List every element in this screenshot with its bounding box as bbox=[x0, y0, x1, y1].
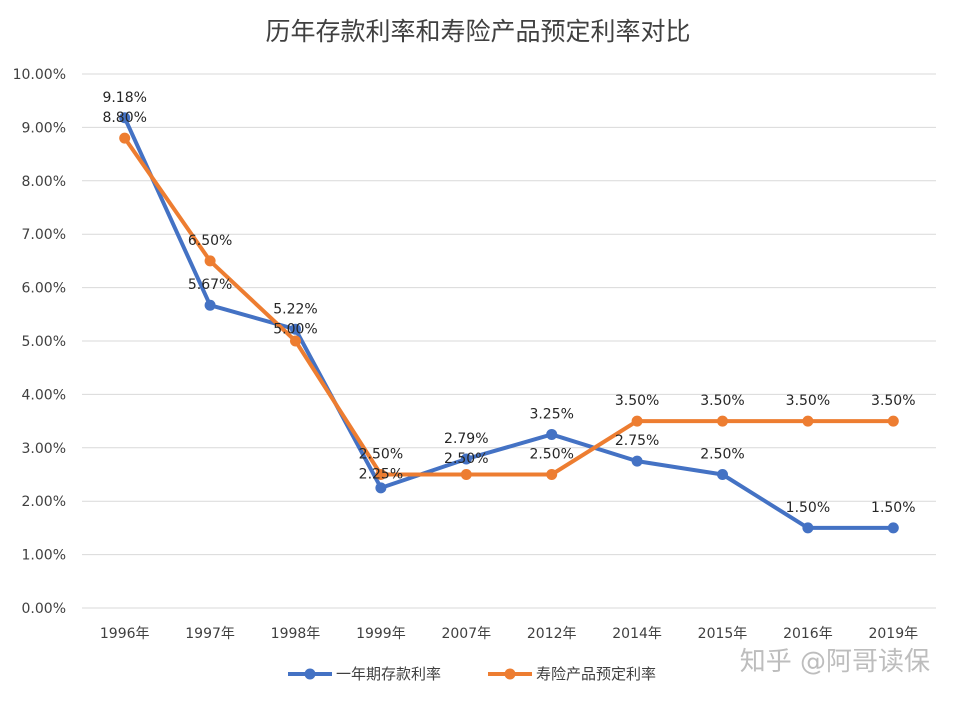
data-label: 5.00% bbox=[273, 321, 317, 337]
watermark: 知乎 @阿哥读保 bbox=[740, 647, 930, 677]
data-point bbox=[119, 112, 131, 124]
x-tick-label: 1997年 bbox=[185, 626, 235, 642]
legend-item: 寿险产品预定利率 bbox=[488, 665, 656, 683]
data-label: 3.25% bbox=[529, 406, 573, 422]
y-axis-ticks: 0.00% 1.00% 2.00% 3.00% 4.00% 5.00% 6.00% 7.00%… bbox=[13, 67, 66, 617]
data-point bbox=[717, 415, 728, 427]
x-tick-label: 2019年 bbox=[868, 626, 918, 642]
x-tick-label: 2015年 bbox=[698, 626, 748, 642]
data-label: 2.50% bbox=[359, 447, 403, 463]
data-point bbox=[460, 469, 472, 480]
data-label: 2.25% bbox=[359, 467, 403, 483]
data-label: 8.80% bbox=[102, 110, 146, 126]
data-point bbox=[717, 469, 728, 480]
y-tick-label: 2.00% bbox=[22, 494, 66, 510]
y-tick-label: 5.00% bbox=[22, 334, 66, 350]
y-tick-label: 6.00% bbox=[22, 281, 66, 297]
data-point bbox=[546, 469, 558, 480]
data-point bbox=[204, 299, 216, 311]
data-label: 2.79% bbox=[444, 431, 488, 447]
x-axis-ticks: 1996年 1997年 1998年 1999年 2007年 2012年 2014年 2015年… bbox=[100, 626, 918, 642]
data-labels: 9.18% 8.80% 5.67% 6.50% 5.22% 5.00% 2.25% 2.50%… bbox=[102, 90, 915, 516]
gridlines bbox=[82, 73, 936, 609]
data-label: 5.22% bbox=[273, 301, 317, 317]
data-label: 3.50% bbox=[615, 393, 659, 409]
data-point bbox=[887, 415, 899, 427]
data-point bbox=[802, 415, 814, 427]
series-1 bbox=[119, 112, 899, 534]
y-tick-label: 3.00% bbox=[22, 441, 66, 457]
x-tick-label: 1996年 bbox=[100, 626, 150, 642]
y-tick-label: 9.00% bbox=[22, 120, 66, 136]
series-line bbox=[122, 116, 894, 530]
data-label: 1.50% bbox=[786, 500, 830, 516]
series-lines bbox=[119, 112, 899, 534]
data-label: 5.67% bbox=[188, 277, 232, 293]
legend-marker bbox=[304, 668, 316, 680]
data-point bbox=[290, 323, 301, 335]
x-tick-label: 2016年 bbox=[783, 626, 833, 642]
data-point bbox=[802, 522, 814, 534]
data-label: 2.50% bbox=[444, 451, 488, 467]
data-label: 2.50% bbox=[529, 447, 573, 463]
x-tick-label: 2007年 bbox=[441, 626, 491, 642]
data-point bbox=[204, 255, 216, 267]
y-tick-label: 0.00% bbox=[22, 601, 66, 617]
legend: 一年期存款利率 寿险产品预定利率 bbox=[288, 665, 656, 683]
data-point bbox=[375, 482, 387, 494]
x-tick-label: 1999年 bbox=[356, 626, 406, 642]
chart-title: 历年存款利率和寿险产品预定利率对比 bbox=[265, 17, 690, 46]
series-line bbox=[123, 136, 894, 477]
data-point bbox=[119, 132, 131, 144]
legend-label: 寿险产品预定利率 bbox=[536, 665, 656, 683]
data-point bbox=[631, 415, 643, 427]
data-point bbox=[290, 335, 301, 347]
data-label: 9.18% bbox=[102, 90, 146, 106]
data-label: 2.75% bbox=[615, 433, 659, 449]
x-tick-label: 2014年 bbox=[612, 626, 662, 642]
x-tick-label: 1998年 bbox=[271, 626, 321, 642]
data-point bbox=[546, 428, 558, 440]
y-tick-label: 8.00% bbox=[22, 174, 66, 190]
data-label: 1.50% bbox=[871, 500, 915, 516]
series-2 bbox=[119, 132, 899, 480]
y-tick-label: 7.00% bbox=[22, 227, 66, 243]
y-tick-label: 1.00% bbox=[22, 548, 66, 564]
y-tick-label: 4.00% bbox=[22, 387, 66, 403]
data-point bbox=[460, 453, 472, 465]
legend-label: 一年期存款利率 bbox=[336, 665, 441, 683]
x-tick-label: 2012年 bbox=[527, 626, 577, 642]
data-label: 3.50% bbox=[871, 393, 915, 409]
data-point bbox=[631, 455, 643, 467]
data-label: 2.50% bbox=[700, 447, 744, 463]
data-label: 3.50% bbox=[700, 393, 744, 409]
legend-marker bbox=[504, 668, 516, 680]
data-label: 3.50% bbox=[786, 393, 830, 409]
y-tick-label: 10.00% bbox=[13, 67, 66, 83]
data-point bbox=[887, 522, 899, 534]
data-label: 6.50% bbox=[188, 233, 232, 249]
data-point bbox=[375, 469, 387, 480]
legend-item: 一年期存款利率 bbox=[288, 665, 441, 683]
